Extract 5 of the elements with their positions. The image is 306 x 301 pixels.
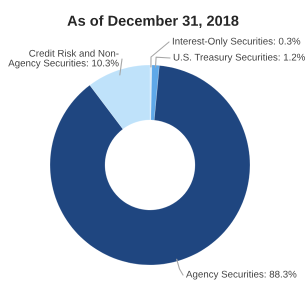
slice-label: Interest-Only Securities: 0.3%: [172, 37, 300, 47]
chart-title: As of December 31, 2018: [67, 15, 238, 28]
slice-label: Agency Securities: 88.3%: [186, 270, 296, 280]
slice-label: U.S. Treasury Securities: 1.2%: [174, 53, 306, 63]
slice-label: Credit Risk and Non-Agency Securities: 10.3%: [8, 50, 119, 68]
